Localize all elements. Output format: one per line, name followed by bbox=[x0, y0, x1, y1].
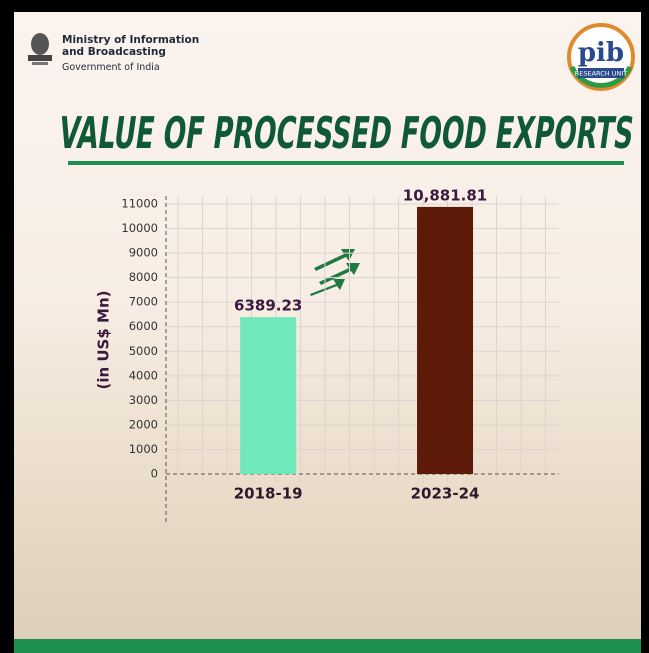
ministry-line: and Broadcasting bbox=[62, 46, 166, 58]
bar bbox=[240, 317, 297, 474]
footer-line bbox=[14, 639, 641, 641]
y-tick-label: 1000 bbox=[129, 442, 158, 456]
bar bbox=[417, 206, 474, 474]
y-tick-label: 2000 bbox=[129, 417, 158, 431]
y-tick-label: 6000 bbox=[129, 319, 158, 333]
chart-title: VALUE OF PROCESSED FOOD EXPORTS bbox=[56, 108, 637, 159]
ministry-line: Ministry of Information bbox=[62, 34, 200, 46]
title-underline bbox=[68, 161, 624, 165]
y-tick-label: 4000 bbox=[129, 368, 158, 382]
y-tick-label: 11000 bbox=[121, 197, 158, 211]
emblem bbox=[28, 33, 52, 65]
y-tick-label: 7000 bbox=[129, 295, 158, 309]
pib-logo: pib RESEARCH UNIT bbox=[567, 23, 635, 91]
footer-bar bbox=[14, 641, 641, 653]
x-tick-label: 2023-24 bbox=[411, 485, 480, 503]
value-label: 10,881.81 bbox=[403, 186, 487, 204]
x-tick-label: 2018-19 bbox=[234, 485, 303, 503]
logo-text: pib bbox=[578, 38, 624, 68]
logo-subtext: RESEARCH UNIT bbox=[575, 70, 628, 78]
value-label: 6389.23 bbox=[234, 297, 302, 315]
y-tick-label: 0 bbox=[151, 467, 158, 481]
arrows-decoration bbox=[310, 249, 360, 296]
y-tick-label: 5000 bbox=[129, 344, 158, 358]
infographic: Ministry of Information and Broadcasting… bbox=[14, 12, 641, 653]
government: Government of India bbox=[62, 62, 160, 73]
y-tick-label: 10000 bbox=[121, 221, 158, 235]
y-tick-label: 3000 bbox=[129, 393, 158, 407]
y-axis-label: (in US$ Mn) bbox=[95, 290, 113, 389]
y-tick-label: 9000 bbox=[129, 246, 158, 260]
y-tick-label: 8000 bbox=[129, 270, 158, 284]
chart: VALUE OF PROCESSED FOOD EXPORTS (in US$ … bbox=[14, 108, 641, 641]
